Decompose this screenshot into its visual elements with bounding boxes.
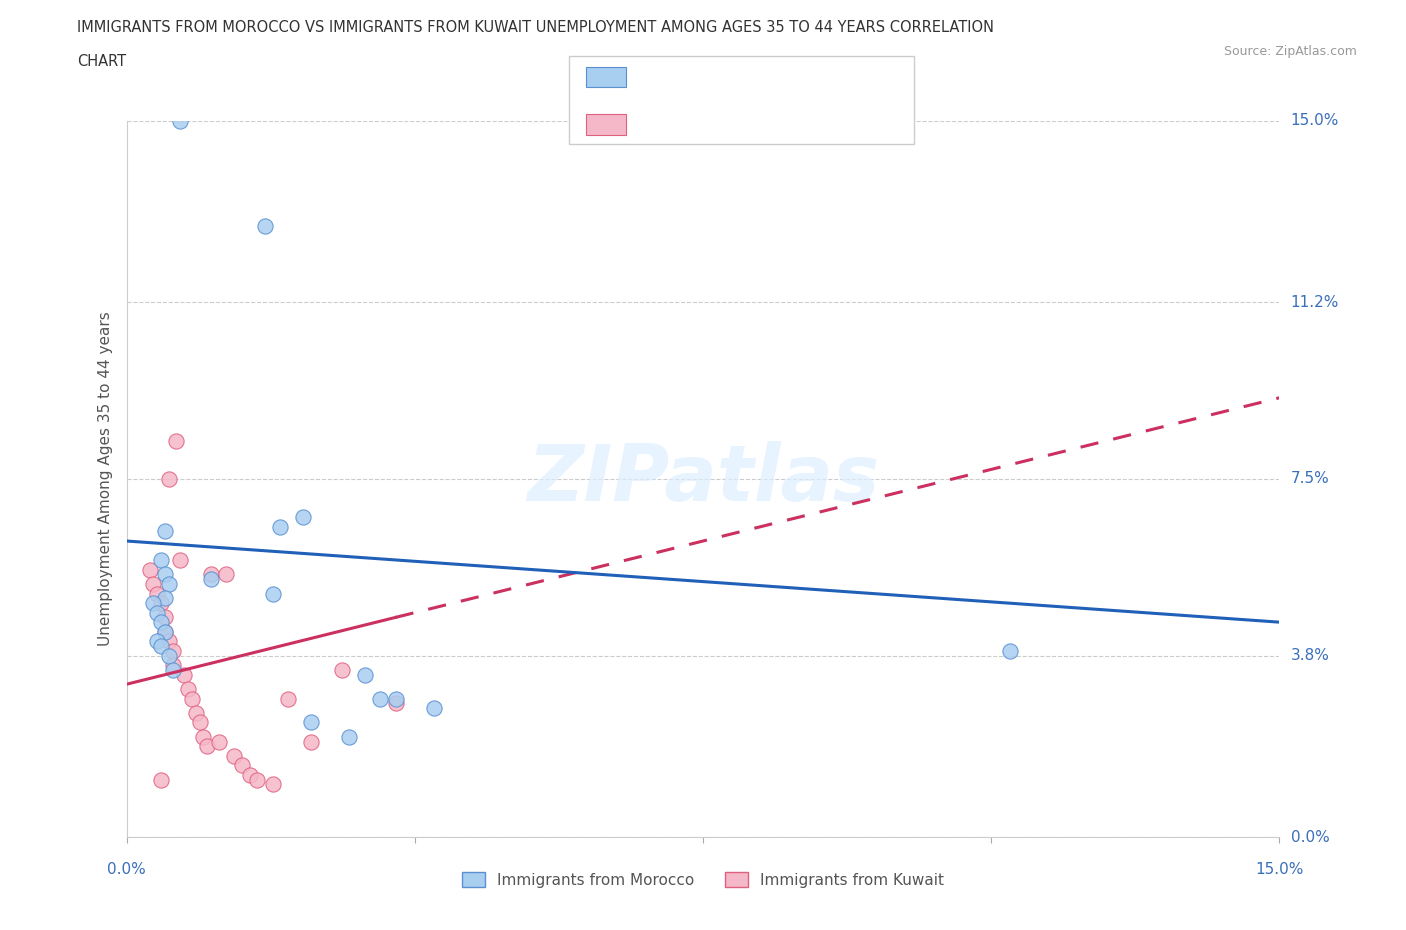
Point xyxy=(153,624,176,639)
Text: R =: R = xyxy=(640,70,673,85)
Text: 0.0%: 0.0% xyxy=(1291,830,1329,844)
Point xyxy=(200,572,222,587)
Point xyxy=(188,715,211,730)
Point xyxy=(384,691,406,706)
Point xyxy=(142,577,165,591)
Point xyxy=(162,658,184,672)
Text: R =: R = xyxy=(640,117,673,132)
Point xyxy=(153,591,176,605)
Point xyxy=(292,510,315,525)
Point xyxy=(157,577,180,591)
Text: N =: N = xyxy=(749,117,783,132)
Text: 15.0%: 15.0% xyxy=(1256,862,1303,877)
Point xyxy=(384,696,406,711)
Point xyxy=(246,772,269,787)
Point xyxy=(162,662,184,677)
Point xyxy=(339,729,361,744)
Text: 0.158: 0.158 xyxy=(671,117,718,132)
Point xyxy=(353,667,375,682)
Point xyxy=(146,586,169,601)
Point xyxy=(277,691,299,706)
Point xyxy=(150,552,173,567)
Point xyxy=(173,667,195,682)
Point xyxy=(299,715,322,730)
Text: 26: 26 xyxy=(785,70,804,85)
Point xyxy=(157,634,180,649)
Y-axis label: Unemployment Among Ages 35 to 44 years: Unemployment Among Ages 35 to 44 years xyxy=(97,312,112,646)
Point xyxy=(153,524,176,538)
Legend: Immigrants from Morocco, Immigrants from Kuwait: Immigrants from Morocco, Immigrants from… xyxy=(456,866,950,894)
Point xyxy=(157,472,180,486)
Point xyxy=(423,700,446,715)
Point xyxy=(169,113,191,128)
Point xyxy=(184,706,207,721)
Point xyxy=(166,433,188,448)
Point xyxy=(262,586,284,601)
Point xyxy=(153,567,176,582)
Point xyxy=(146,634,169,649)
Point xyxy=(193,729,215,744)
Point xyxy=(169,552,191,567)
Text: 11.2%: 11.2% xyxy=(1291,295,1339,310)
Point xyxy=(238,767,260,782)
Text: CHART: CHART xyxy=(77,54,127,69)
Point xyxy=(153,624,176,639)
Point xyxy=(153,610,176,625)
Point xyxy=(146,605,169,620)
Point xyxy=(330,662,353,677)
Text: N =: N = xyxy=(749,70,783,85)
Point xyxy=(231,758,253,773)
Text: 32: 32 xyxy=(785,117,804,132)
Text: 0.0%: 0.0% xyxy=(107,862,146,877)
Point xyxy=(162,644,184,658)
Point xyxy=(150,615,173,630)
Point xyxy=(299,734,322,749)
Point xyxy=(177,682,200,697)
Point xyxy=(368,691,391,706)
Point xyxy=(200,567,222,582)
Point xyxy=(262,777,284,792)
Text: 3.8%: 3.8% xyxy=(1291,648,1330,663)
Text: 15.0%: 15.0% xyxy=(1291,113,1339,128)
Text: ZIPatlas: ZIPatlas xyxy=(527,441,879,517)
Point xyxy=(150,595,173,610)
Point xyxy=(138,563,160,578)
Text: -0.081: -0.081 xyxy=(671,70,720,85)
Point xyxy=(180,691,202,706)
Point xyxy=(208,734,231,749)
Text: Source: ZipAtlas.com: Source: ZipAtlas.com xyxy=(1223,45,1357,58)
Point xyxy=(1000,644,1022,658)
Point xyxy=(224,749,246,764)
Point xyxy=(150,639,173,654)
Point xyxy=(269,519,291,534)
Text: 7.5%: 7.5% xyxy=(1291,472,1329,486)
Point xyxy=(253,219,276,233)
Point xyxy=(157,648,180,663)
Point xyxy=(142,595,165,610)
Point xyxy=(150,772,173,787)
Point xyxy=(195,738,218,753)
Point xyxy=(215,567,238,582)
Text: IMMIGRANTS FROM MOROCCO VS IMMIGRANTS FROM KUWAIT UNEMPLOYMENT AMONG AGES 35 TO : IMMIGRANTS FROM MOROCCO VS IMMIGRANTS FR… xyxy=(77,20,994,35)
